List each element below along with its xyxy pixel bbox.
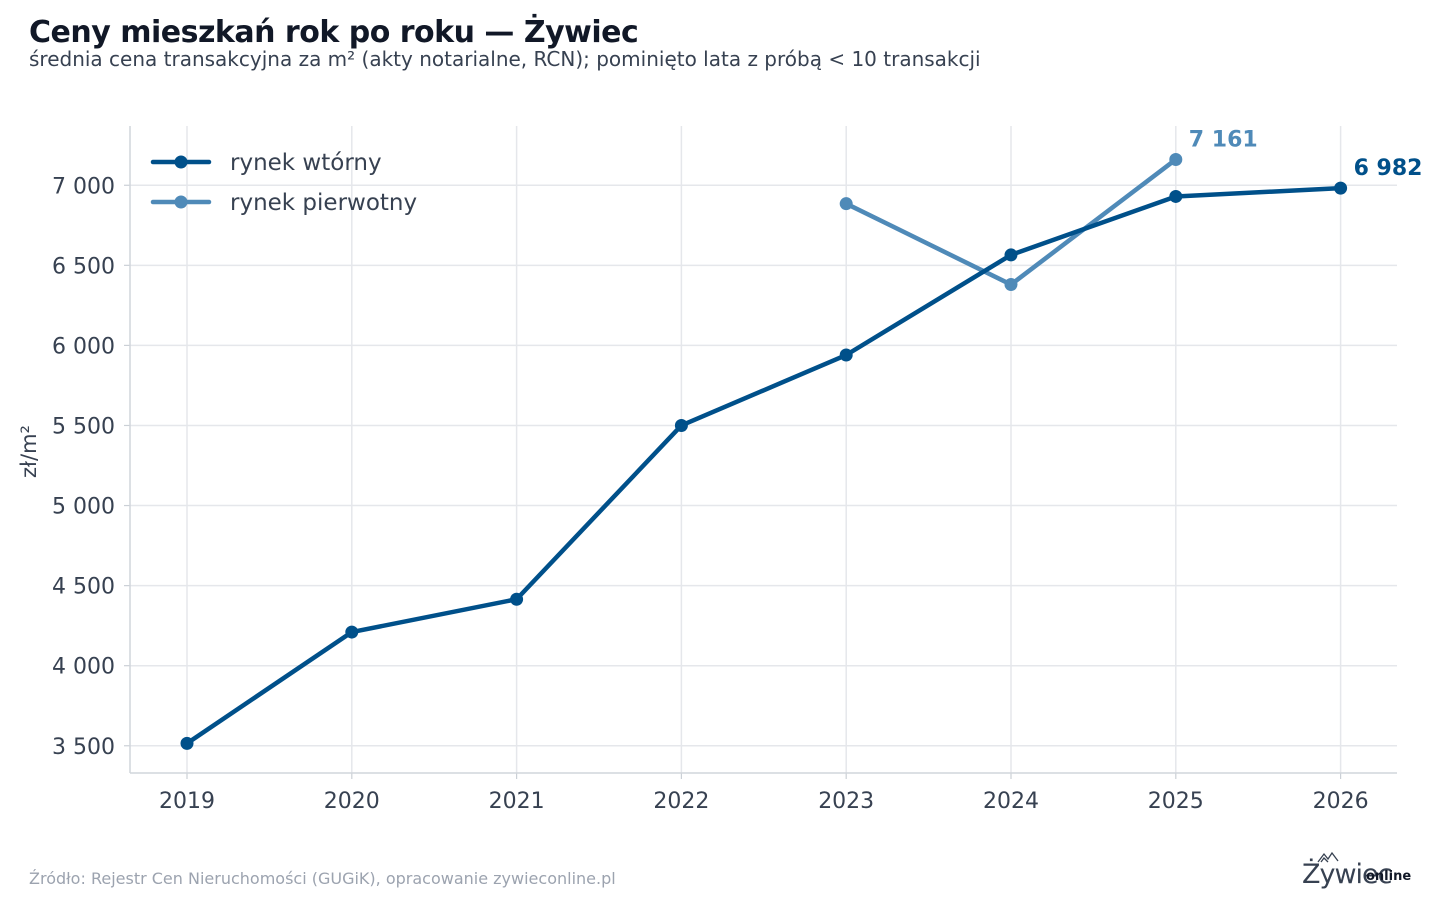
data-point	[510, 592, 524, 606]
data-point	[180, 736, 194, 750]
x-tick-label: 2023	[818, 789, 874, 814]
logo-text: Żywiec	[1302, 858, 1392, 890]
x-tick-label: 2024	[983, 789, 1039, 814]
y-tick-label: 3 500	[52, 735, 115, 760]
x-tick-label: 2019	[159, 789, 215, 814]
data-point	[1004, 278, 1018, 292]
x-tick-label: 2022	[653, 789, 709, 814]
data-point	[839, 197, 853, 211]
series: 7 161 6 982	[180, 127, 1423, 750]
y-tick-label: 5 000	[52, 495, 115, 520]
chart-title: Ceny mieszkań rok po roku — Żywiec	[29, 15, 639, 50]
x-tick-label: 2021	[489, 789, 545, 814]
y-tick-label: 4 000	[52, 655, 115, 680]
y-tick-label: 5 500	[52, 414, 115, 439]
legend-label: rynek pierwotny	[230, 190, 417, 216]
legend-label: rynek wtórny	[230, 150, 382, 176]
axes: 2019 2020 2021 2022 2023 2024 2025 2026 3 500 4 0…	[17, 126, 1397, 814]
end-value-label: 6 982	[1354, 156, 1423, 181]
data-point	[1334, 181, 1348, 195]
y-tick-label: 4 500	[52, 575, 115, 600]
zywieconline-logo: Żywiec online	[1302, 851, 1411, 890]
data-point	[839, 348, 853, 362]
gridlines	[130, 126, 1397, 773]
series-line-rynek-wtorny	[184, 185, 1343, 746]
y-tick-label: 7 000	[52, 174, 115, 199]
data-point	[1169, 152, 1183, 166]
x-tick-label: 2020	[324, 789, 380, 814]
x-tick-label: 2025	[1148, 789, 1204, 814]
y-tick-label: 6 000	[52, 334, 115, 359]
logo-suffix: online	[1366, 869, 1411, 884]
data-point	[1004, 248, 1018, 262]
y-tick-label: 6 500	[52, 254, 115, 279]
mountains-icon	[1317, 851, 1339, 863]
data-point	[1169, 189, 1183, 203]
y-axis-title: zł/m²	[17, 425, 41, 478]
data-point	[345, 625, 359, 639]
chart-subtitle: średnia cena transakcyjna za m² (akty no…	[29, 47, 981, 71]
data-point	[674, 418, 688, 432]
source-note: Źródło: Rejestr Cen Nieruchomości (GUGiK…	[29, 869, 616, 888]
legend-marker	[174, 195, 188, 209]
end-value-label: 7 161	[1189, 127, 1258, 152]
x-tick-label: 2026	[1313, 789, 1369, 814]
legend-marker	[174, 155, 188, 169]
legend: rynek wtórny rynek pierwotny	[150, 150, 417, 216]
